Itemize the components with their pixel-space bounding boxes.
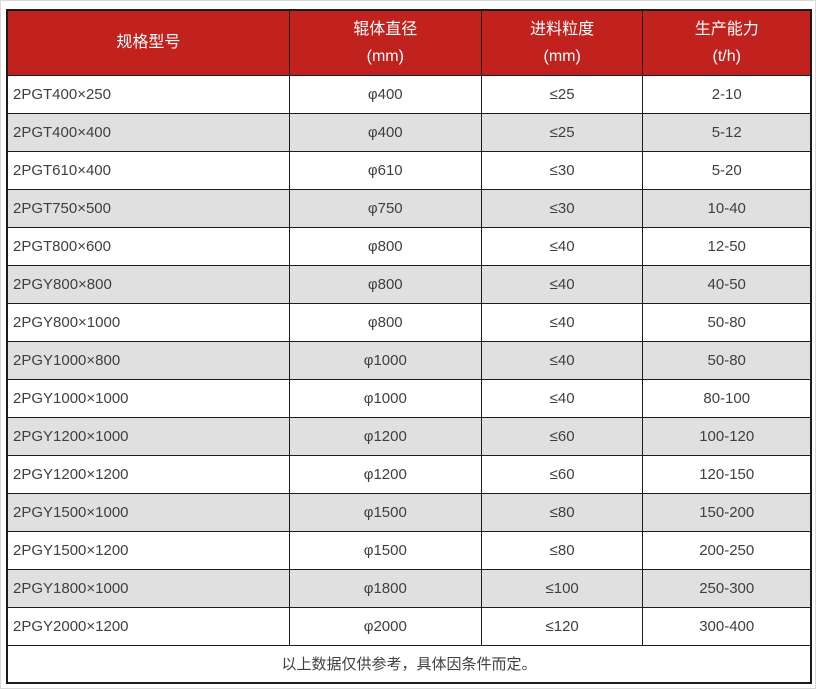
column-header-unit: (mm) [543, 47, 581, 65]
table-row: 2PGT400×400 φ400 ≤25 5-12 [6, 112, 812, 152]
column-header-label: 进料粒度 [530, 20, 595, 38]
column-header-4: 生产能力 (t/h) [642, 9, 812, 76]
cell-model: 2PGY1000×1000 [6, 378, 290, 418]
cell-capacity: 40-50 [642, 264, 812, 304]
column-header-label: 辊体直径 [353, 20, 418, 38]
cell-model: 2PGY1000×800 [6, 340, 290, 380]
cell-model: 2PGT400×250 [6, 74, 290, 114]
column-header-unit: (t/h) [712, 47, 741, 65]
cell-capacity: 300-400 [642, 606, 812, 646]
cell-feed-size: ≤40 [480, 264, 644, 304]
cell-capacity: 2-10 [642, 74, 812, 114]
cell-feed-size: ≤120 [480, 606, 644, 646]
table-row: 2PGY1200×1200 φ1200 ≤60 120-150 [6, 454, 812, 494]
table-row: 2PGY1500×1000 φ1500 ≤80 150-200 [6, 492, 812, 532]
cell-model: 2PGY800×800 [6, 264, 290, 304]
cell-capacity: 50-80 [642, 302, 812, 342]
cell-capacity: 100-120 [642, 416, 812, 456]
cell-model: 2PGT750×500 [6, 188, 290, 228]
cell-capacity: 50-80 [642, 340, 812, 380]
cell-feed-size: ≤25 [480, 112, 644, 152]
cell-roller-diameter: φ1800 [288, 568, 482, 608]
cell-roller-diameter: φ1000 [288, 340, 482, 380]
cell-feed-size: ≤25 [480, 74, 644, 114]
cell-roller-diameter: φ1500 [288, 530, 482, 570]
note-cell: 以上数据仅供参考，具体因条件而定。 [6, 644, 812, 684]
cell-model: 2PGT610×400 [6, 150, 290, 190]
table-row: 2PGT800×600 φ800 ≤40 12-50 [6, 226, 812, 266]
cell-capacity: 12-50 [642, 226, 812, 266]
cell-feed-size: ≤100 [480, 568, 644, 608]
table-row: 2PGY1000×1000 φ1000 ≤40 80-100 [6, 378, 812, 418]
cell-capacity: 200-250 [642, 530, 812, 570]
column-header-1: 规格型号 [6, 9, 290, 76]
cell-feed-size: ≤40 [480, 340, 644, 380]
cell-roller-diameter: φ1500 [288, 492, 482, 532]
cell-model: 2PGY1200×1000 [6, 416, 290, 456]
column-header-unit: (mm) [366, 47, 404, 65]
cell-feed-size: ≤80 [480, 530, 644, 570]
cell-model: 2PGT800×600 [6, 226, 290, 266]
cell-feed-size: ≤40 [480, 226, 644, 266]
table-row: 2PGY800×1000 φ800 ≤40 50-80 [6, 302, 812, 342]
cell-capacity: 120-150 [642, 454, 812, 494]
table-row: 2PGY1800×1000 φ1800 ≤100 250-300 [6, 568, 812, 608]
table-row: 2PGY1000×800 φ1000 ≤40 50-80 [6, 340, 812, 380]
cell-roller-diameter: φ610 [288, 150, 482, 190]
cell-model: 2PGY1500×1000 [6, 492, 290, 532]
spec-table: 规格型号 辊体直径 (mm) 进料粒度 (mm) 生产能力 (t/h) 2PGT400×25… [6, 9, 812, 684]
table-footer: 以上数据仅供参考，具体因条件而定。 [6, 644, 812, 684]
cell-roller-diameter: φ800 [288, 302, 482, 342]
table-row: 2PGT750×500 φ750 ≤30 10-40 [6, 188, 812, 228]
column-header-3: 进料粒度 (mm) [480, 9, 644, 76]
column-header-label: 生产能力 [694, 20, 759, 38]
table-row: 2PGT400×250 φ400 ≤25 2-10 [6, 74, 812, 114]
column-header-label: 规格型号 [116, 34, 181, 52]
cell-roller-diameter: φ800 [288, 264, 482, 304]
cell-roller-diameter: φ800 [288, 226, 482, 266]
cell-capacity: 10-40 [642, 188, 812, 228]
note-row: 以上数据仅供参考，具体因条件而定。 [6, 644, 812, 684]
column-header-2: 辊体直径 (mm) [288, 9, 482, 76]
table-header: 规格型号 辊体直径 (mm) 进料粒度 (mm) 生产能力 (t/h) [6, 9, 812, 76]
table-row: 2PGY1200×1000 φ1200 ≤60 100-120 [6, 416, 812, 456]
cell-feed-size: ≤30 [480, 150, 644, 190]
table-body: 2PGT400×250 φ400 ≤25 2-10 2PGT400×400 φ400 ≤25… [6, 74, 812, 646]
cell-roller-diameter: φ750 [288, 188, 482, 228]
cell-feed-size: ≤60 [480, 454, 644, 494]
cell-roller-diameter: φ400 [288, 74, 482, 114]
table-row: 2PGY2000×1200 φ2000 ≤120 300-400 [6, 606, 812, 646]
cell-model: 2PGY1500×1200 [6, 530, 290, 570]
cell-model: 2PGY1200×1200 [6, 454, 290, 494]
cell-model: 2PGY800×1000 [6, 302, 290, 342]
cell-feed-size: ≤40 [480, 302, 644, 342]
cell-capacity: 5-20 [642, 150, 812, 190]
cell-feed-size: ≤40 [480, 378, 644, 418]
cell-capacity: 150-200 [642, 492, 812, 532]
table-row: 2PGY800×800 φ800 ≤40 40-50 [6, 264, 812, 304]
cell-roller-diameter: φ2000 [288, 606, 482, 646]
table-row: 2PGT610×400 φ610 ≤30 5-20 [6, 150, 812, 190]
cell-model: 2PGY1800×1000 [6, 568, 290, 608]
header-row: 规格型号 辊体直径 (mm) 进料粒度 (mm) 生产能力 (t/h) [6, 9, 812, 76]
cell-feed-size: ≤60 [480, 416, 644, 456]
cell-model: 2PGT400×400 [6, 112, 290, 152]
cell-roller-diameter: φ1200 [288, 454, 482, 494]
cell-feed-size: ≤30 [480, 188, 644, 228]
cell-capacity: 5-12 [642, 112, 812, 152]
cell-feed-size: ≤80 [480, 492, 644, 532]
table-row: 2PGY1500×1200 φ1500 ≤80 200-250 [6, 530, 812, 570]
cell-roller-diameter: φ1200 [288, 416, 482, 456]
cell-roller-diameter: φ1000 [288, 378, 482, 418]
cell-model: 2PGY2000×1200 [6, 606, 290, 646]
cell-capacity: 250-300 [642, 568, 812, 608]
cell-capacity: 80-100 [642, 378, 812, 418]
cell-roller-diameter: φ400 [288, 112, 482, 152]
